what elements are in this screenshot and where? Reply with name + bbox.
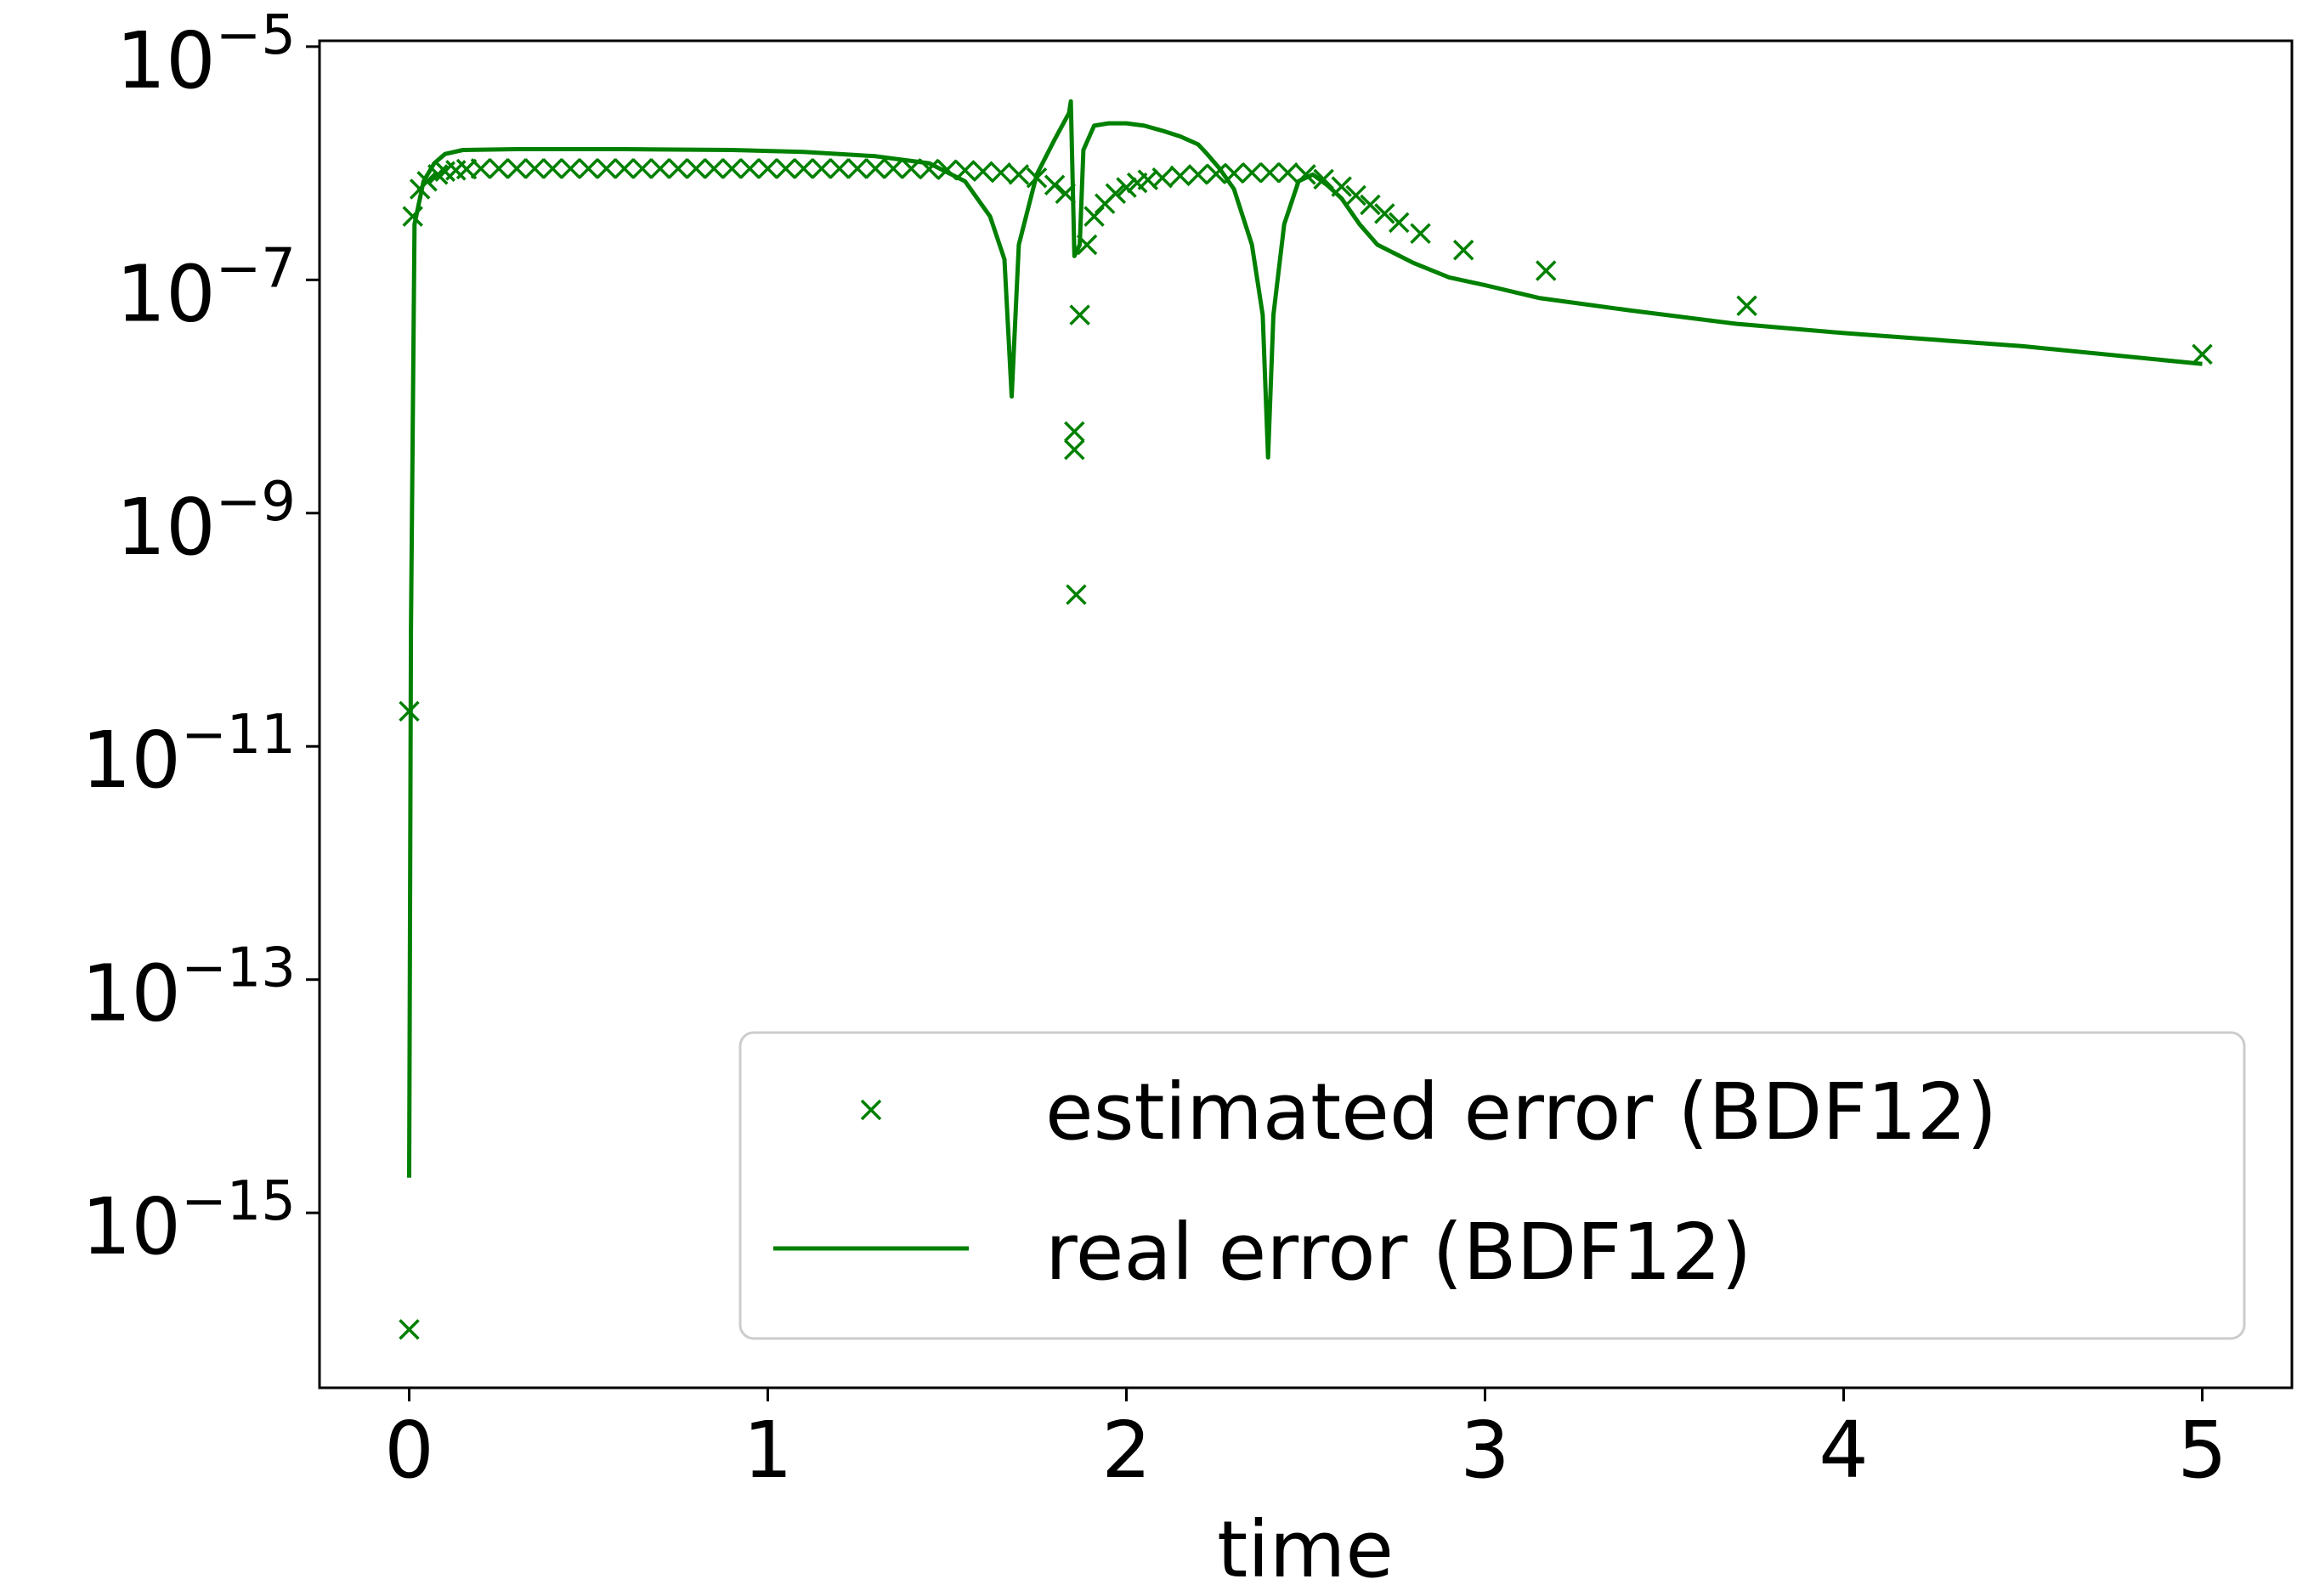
y-tick-label: 10−11 — [82, 704, 296, 806]
x-axis: 0 1 2 3 4 5 — [384, 1388, 2227, 1496]
y-tick-label: 10−5 — [116, 4, 296, 106]
marker-estimated-error — [936, 159, 958, 180]
marker-estimated-error — [488, 158, 510, 179]
marker-estimated-error — [399, 1319, 420, 1340]
marker-estimated-error — [1259, 161, 1281, 184]
marker-estimated-error — [1169, 165, 1191, 187]
marker-estimated-error — [2192, 343, 2213, 365]
marker-estimated-error — [1452, 240, 1474, 261]
marker-estimated-error — [972, 161, 993, 183]
y-tick-label: 10−9 — [116, 471, 296, 573]
x-tick-label: 0 — [384, 1405, 434, 1496]
marker-estimated-error — [703, 158, 725, 179]
series-line-real-error — [407, 99, 2203, 1178]
y-tick-label: 10−15 — [82, 1170, 296, 1272]
y-tick-label: 10−7 — [116, 237, 296, 339]
marker-estimated-error — [542, 158, 563, 179]
legend-label-estimated-error: estimated error (BDF12) — [1045, 1067, 1997, 1157]
marker-estimated-error — [1374, 203, 1395, 224]
marker-estimated-error — [523, 158, 546, 179]
marker-estimated-error — [427, 164, 449, 185]
marker-estimated-error — [1064, 421, 1085, 443]
marker-estimated-error — [1026, 167, 1048, 189]
marker-estimated-error — [1076, 234, 1098, 256]
marker-estimated-error — [649, 158, 671, 179]
marker-estimated-error — [793, 158, 814, 179]
x-tick-label: 4 — [1819, 1405, 1869, 1496]
legend-marker-estimated-error — [860, 1099, 882, 1121]
marker-estimated-error — [506, 158, 528, 179]
marker-layer — [399, 158, 2213, 1340]
marker-estimated-error — [721, 158, 743, 179]
marker-estimated-error — [829, 158, 851, 179]
legend-frame — [738, 1031, 2246, 1340]
marker-estimated-error — [846, 158, 868, 179]
marker-estimated-error — [1116, 177, 1137, 198]
line-layer — [407, 99, 2203, 1178]
marker-estimated-error — [1536, 260, 1557, 281]
marker-estimated-error — [560, 158, 581, 179]
y-tick-label: 10−13 — [82, 937, 296, 1039]
marker-estimated-error — [470, 158, 492, 179]
x-tick-label: 1 — [743, 1405, 793, 1496]
legend-marker-x — [860, 1099, 882, 1121]
marker-estimated-error — [811, 158, 833, 179]
marker-estimated-error — [1736, 295, 1757, 317]
marker-estimated-error — [1223, 162, 1245, 184]
marker-estimated-error — [1055, 183, 1076, 204]
y-axis: 10−5 10−7 10−9 10−11 10−13 10−15 — [82, 4, 320, 1272]
marker-estimated-error — [1345, 184, 1366, 207]
marker-estimated-error — [919, 158, 940, 180]
marker-estimated-error — [1205, 163, 1227, 184]
marker-estimated-error — [990, 161, 1012, 184]
marker-estimated-error — [1313, 168, 1334, 190]
marker-estimated-error — [739, 158, 761, 179]
marker-estimated-error — [399, 700, 420, 722]
axes-frame — [318, 39, 2294, 1389]
marker-estimated-error — [864, 158, 886, 179]
marker-estimated-error — [667, 158, 689, 179]
marker-estimated-error — [954, 160, 976, 181]
marker-estimated-error — [757, 158, 778, 179]
legend: estimated error (BDF12) real error (BDF1… — [738, 1031, 2246, 1340]
marker-estimated-error — [1295, 164, 1316, 185]
marker-estimated-error — [1151, 167, 1173, 189]
x-tick-label: 3 — [1460, 1405, 1510, 1496]
marker-estimated-error — [1044, 174, 1066, 196]
marker-estimated-error — [578, 158, 599, 179]
marker-estimated-error — [1410, 223, 1431, 244]
marker-estimated-error — [1064, 439, 1085, 461]
marker-estimated-error — [1066, 584, 1087, 605]
marker-estimated-error — [402, 206, 423, 227]
marker-estimated-error — [1069, 304, 1090, 325]
marker-estimated-error — [416, 171, 438, 192]
marker-estimated-error — [1105, 183, 1127, 204]
legend-label-real-error: real error (BDF12) — [1045, 1207, 1751, 1298]
marker-estimated-error — [631, 158, 653, 179]
marker-estimated-error — [1008, 164, 1030, 185]
marker-estimated-error — [685, 158, 707, 179]
marker-estimated-error — [1331, 176, 1352, 197]
marker-estimated-error — [882, 158, 904, 179]
marker-estimated-error — [614, 158, 635, 179]
marker-estimated-error — [1187, 164, 1209, 185]
x-tick-label: 5 — [2177, 1405, 2227, 1496]
x-tick-label: 2 — [1101, 1405, 1151, 1496]
x-axis-label: time — [1217, 1504, 1394, 1592]
marker-estimated-error — [1277, 161, 1298, 184]
marker-estimated-error — [596, 158, 617, 179]
marker-estimated-error — [775, 158, 796, 179]
marker-estimated-error — [1360, 194, 1381, 216]
marker-estimated-error — [901, 158, 922, 179]
marker-estimated-error — [1388, 212, 1410, 234]
marker-estimated-error — [1241, 161, 1263, 184]
